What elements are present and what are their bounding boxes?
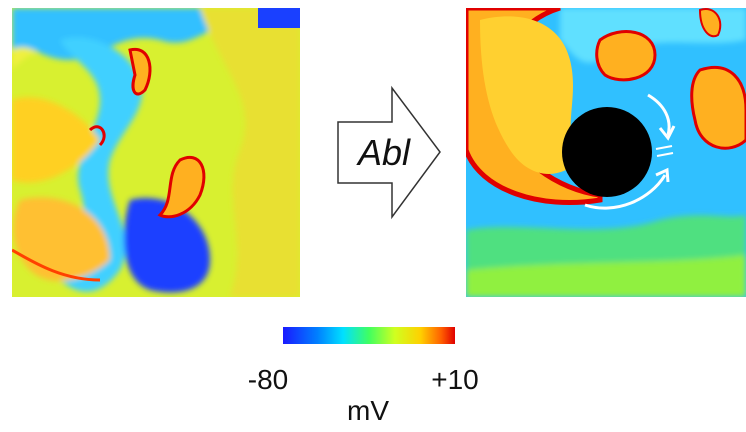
left-panel (12, 8, 300, 297)
arrow-label: Abl (356, 132, 411, 173)
colorbar-max: +10 (431, 364, 479, 395)
colorbar (283, 327, 455, 344)
colorbar-min: -80 (248, 364, 288, 395)
figure: Abl -80 +10 mV (0, 0, 746, 432)
colorbar-unit: mV (347, 395, 389, 426)
ablation-lesion (562, 107, 652, 197)
right-panel (466, 8, 746, 297)
